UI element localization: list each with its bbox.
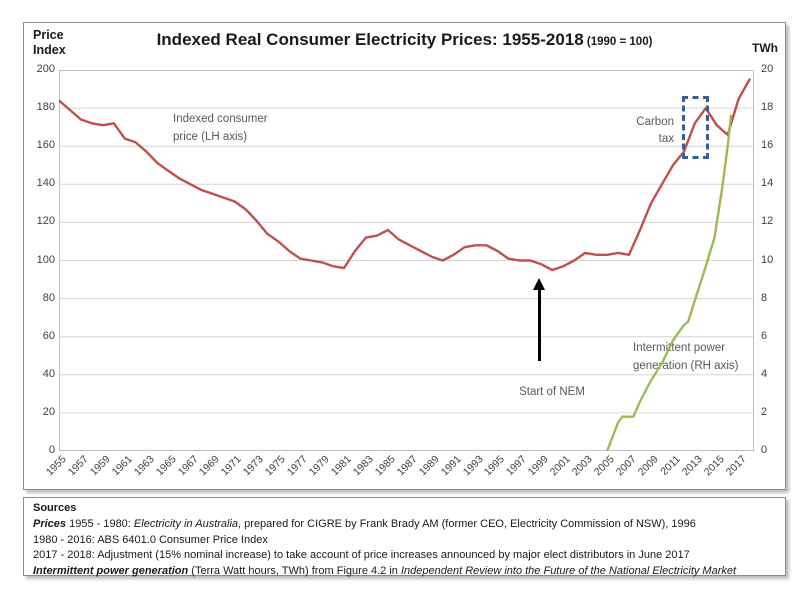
left-axis-tick: 180 [36,101,55,114]
left-axis-tick: 160 [36,139,55,152]
right-axis-tick: 4 [761,367,768,380]
sources-panel: Sources Prices 1955 - 1980: Electricity … [23,497,786,577]
source-text-segment: 1955 - 1980: [66,517,134,530]
right-axis-title: TWh [752,41,778,55]
source-text-segment: , prepared for CIGRE by Frank Brady AM (… [238,517,696,530]
left-axis-tick: 40 [42,367,55,380]
nem-arrow-head-icon [533,278,545,290]
left-axis-tick: 80 [42,291,55,304]
sources-lines: Prices 1955 - 1980: Electricity in Austr… [33,517,776,580]
source-line: 1980 - 2016: ABS 6401.0 Consumer Price I… [33,533,776,549]
source-line: 2017 - 2018: Adjustment (15% nominal inc… [33,548,776,564]
source-text-segment: 1980 - 2016: ABS 6401.0 Consumer Price I… [33,533,268,546]
start-of-nem-label: Start of NEM [519,386,585,398]
plot-area [59,70,754,451]
left-axis-tick: 200 [36,63,55,75]
intermittent-generation-line [605,114,733,451]
plot-frame [59,70,754,451]
source-text-segment: Prices [33,517,67,530]
source-text-segment: Intermittent power generation [33,565,189,578]
right-axis-tick: 2 [761,405,768,418]
right-axis-tick: 8 [761,291,768,304]
source-text-segment: Independent Review into the Future of th… [400,565,737,578]
left-axis-tick: 120 [36,215,55,228]
chart-box: Price Index Indexed Real Consumer Electr… [23,22,786,490]
right-axis-tick: 12 [761,215,774,228]
right-axis-tick: 20 [761,63,774,75]
left-axis-tick: 100 [36,253,55,266]
nem-arrow-shaft [538,289,541,361]
intermittent-series-label: Intermittent power generation (RH axis) [633,342,739,372]
consumer-price-line [59,78,751,272]
chart-title: Indexed Real Consumer Electricity Prices… [24,30,785,50]
right-axis-tick: 16 [761,139,774,152]
source-text-segment: Electricity in Australia [133,517,239,530]
carbon-tax-label: Carbon tax [636,116,674,145]
left-axis-tick: 140 [36,177,55,190]
source-line: Prices 1955 - 1980: Electricity in Austr… [33,517,776,533]
source-text-segment: (Terra Watt hours, TWh) from Figure 4.2 … [188,565,401,578]
chart-title-suffix: (1990 = 100) [583,36,653,48]
right-axis-tick: 0 [761,444,768,456]
right-axis-tick: 6 [761,329,768,342]
carbon-tax-highlight-box [682,96,709,159]
right-axis-tick: 10 [761,253,774,266]
consumer-price-series-label: Indexed consumer price (LH axis) [173,113,268,143]
sources-heading: Sources [33,502,77,514]
source-line: Intermittent power generation (Terra Wat… [33,564,776,580]
right-axis-tick: 18 [761,101,774,114]
left-axis-tick: 20 [42,405,55,418]
chart-title-text: Indexed Real Consumer Electricity Prices… [156,30,584,49]
source-text-segment: 2017 - 2018: Adjustment (15% nominal inc… [33,549,690,562]
left-axis-title: Price Index [33,28,66,57]
left-axis-tick: 60 [42,329,55,342]
left-axis-tick: 0 [48,444,55,456]
right-axis-tick: 14 [761,177,774,190]
